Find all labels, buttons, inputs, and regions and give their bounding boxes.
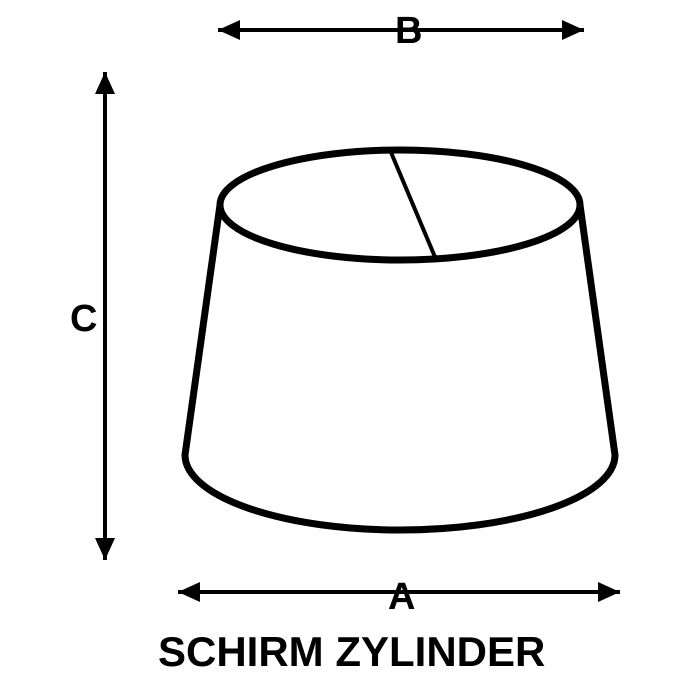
cylinder-top-rim [220, 150, 580, 260]
diagram-title: SCHIRM ZYLINDER [158, 628, 545, 676]
dimension-label-c: C [70, 298, 97, 341]
arrow-right-icon [598, 582, 620, 602]
arrow-left-icon [178, 582, 200, 602]
arrow-down-icon [95, 538, 115, 560]
dimension-a-line [0, 562, 700, 622]
dimension-label-a: A [388, 576, 415, 619]
dimension-label-b: B [395, 10, 422, 53]
arrow-up-icon [95, 72, 115, 94]
arrow-right-icon [562, 20, 584, 40]
arrow-left-icon [218, 20, 240, 40]
technical-diagram: B C A SCHIRM ZYLINDER [0, 0, 700, 700]
